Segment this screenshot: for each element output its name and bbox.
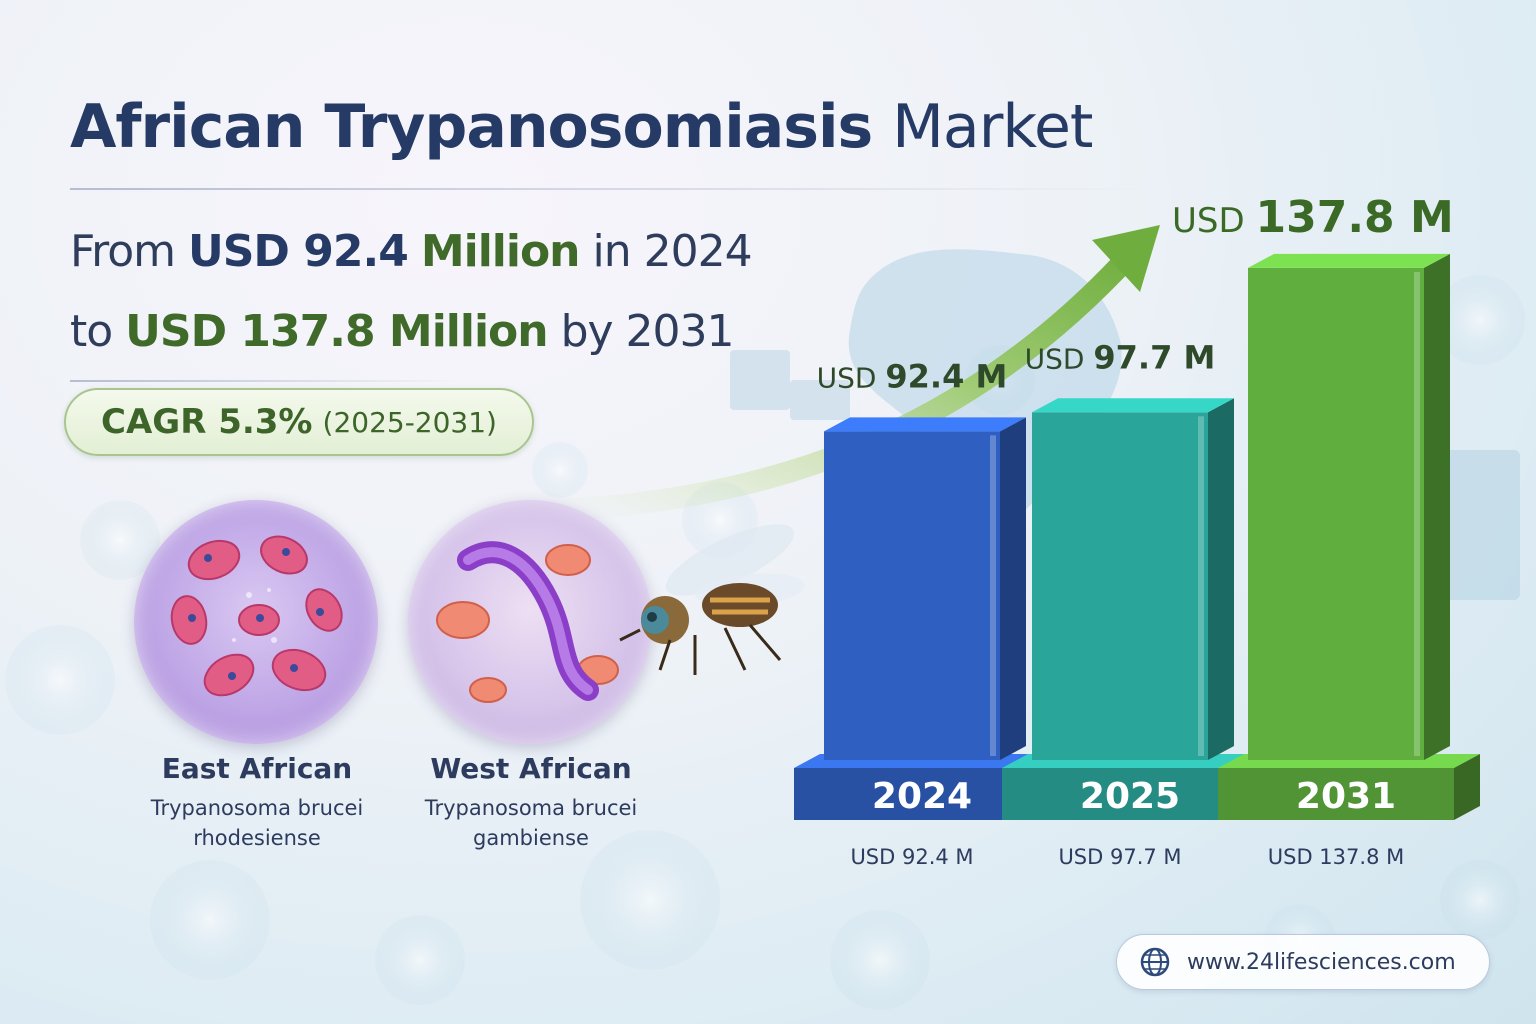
bar-2024: 2024 USD 92.4 M USD 92.4 M xyxy=(794,357,1056,869)
cagr-value: CAGR 5.3% xyxy=(101,402,313,442)
bar-base-front xyxy=(1218,768,1454,820)
title-bold: African Trypanosomiasis xyxy=(70,92,873,162)
subtitle-line-2: to USD 137.8 Million by 2031 xyxy=(70,306,735,357)
bar-value-label: USD 97.7 M xyxy=(1025,338,1216,376)
bar-base-front xyxy=(1002,768,1238,820)
west-african-species: Trypanosoma brucei gambiense xyxy=(424,796,638,850)
tick-label: 2025 xyxy=(1080,776,1180,817)
subtitle-start-unit: Million xyxy=(420,226,581,277)
page-title: African Trypanosomiasis Market xyxy=(70,92,1093,162)
website-url: www.24lifesciences.com xyxy=(1187,949,1456,975)
website-badge[interactable]: www.24lifesciences.com xyxy=(1116,934,1490,990)
west-african-parasite-image xyxy=(408,500,652,744)
subtitle-start-value: USD 92.4 xyxy=(188,226,409,277)
bar-value-label: USD 92.4 M xyxy=(817,357,1008,395)
bar-side xyxy=(1208,398,1234,760)
title-light: Market xyxy=(892,92,1093,162)
subtitle-divider xyxy=(70,380,460,382)
tsetse-fly-icon xyxy=(619,524,805,675)
east-african-label: East African Trypanosoma brucei rhodesie… xyxy=(112,752,402,853)
subtitle-prefix-from: From xyxy=(70,226,176,277)
bar-2031: 2031 USD 137.8 M xyxy=(1218,253,1480,869)
title-divider xyxy=(70,188,1150,190)
data-label: USD 97.7 M xyxy=(1058,845,1181,869)
bar-highlight xyxy=(1414,271,1420,756)
bar-base-front xyxy=(794,768,1030,820)
bar-top xyxy=(1248,253,1450,268)
globe-icon xyxy=(1140,947,1170,977)
bar-highlight xyxy=(990,435,996,756)
bar-front xyxy=(1248,267,1424,760)
east-african-region: East African xyxy=(161,752,353,785)
subtitle-prefix-to: to xyxy=(70,306,113,357)
west-african-region: West African xyxy=(430,752,632,785)
bar-series: 2024 USD 92.4 M USD 92.4 M 2025 USD 97.7 M US… xyxy=(794,253,1480,869)
bar-highlight xyxy=(1198,416,1204,756)
tick-label: 2031 xyxy=(1296,776,1396,817)
top-value-label: USD 137.8 M xyxy=(1172,192,1454,243)
bar-side xyxy=(1000,417,1026,760)
data-label: USD 92.4 M xyxy=(850,845,973,869)
west-african-label: West African Trypanosoma brucei gambiens… xyxy=(386,752,676,853)
bar-top xyxy=(824,417,1026,432)
bar-front xyxy=(1032,412,1208,760)
bar-base-side xyxy=(1454,754,1480,820)
subtitle-suffix-2024: in 2024 xyxy=(592,226,753,277)
subtitle-line-1: From USD 92.4 Million in 2024 xyxy=(70,226,753,277)
bar-side xyxy=(1424,253,1450,761)
cagr-period: (2025-2031) xyxy=(322,405,497,439)
subtitle-end-value: USD 137.8 Million xyxy=(125,306,548,357)
east-african-parasite-image xyxy=(134,500,378,744)
trend-arrow-head xyxy=(1092,225,1160,292)
bar-front xyxy=(824,431,1000,760)
tick-label: 2024 xyxy=(872,776,972,817)
bar-top xyxy=(1032,398,1234,413)
east-african-species: Trypanosoma brucei rhodesiense xyxy=(150,796,364,850)
cagr-badge: CAGR 5.3% (2025-2031) xyxy=(64,388,534,456)
data-label: USD 137.8 M xyxy=(1268,845,1404,869)
subtitle-suffix-2031: by 2031 xyxy=(560,306,735,357)
